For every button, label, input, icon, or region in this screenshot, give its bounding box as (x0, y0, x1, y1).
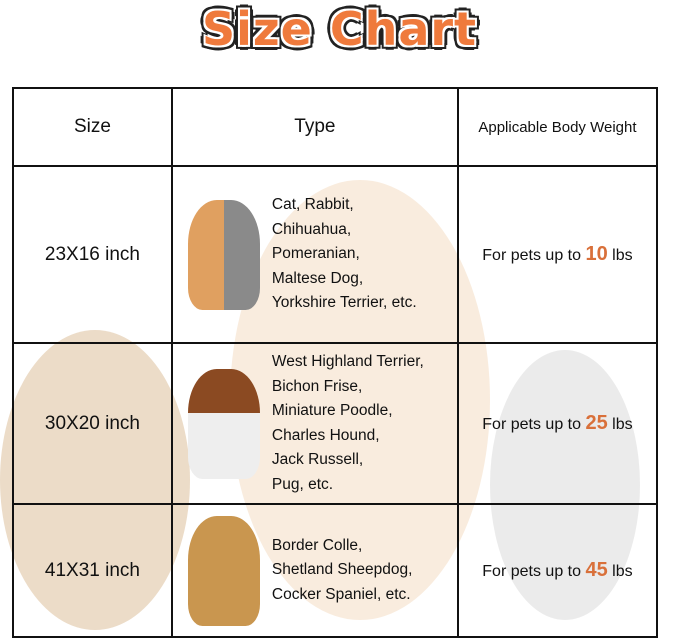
size-cell: 30X20 inch (12, 342, 173, 505)
weight-cell: For pets up to 25 lbs (456, 342, 659, 505)
size-table: Size Type Applicable Body Weight 23X16 i… (12, 87, 659, 638)
table-row: 30X20 inch West Highland Terrier, Bichon… (12, 342, 659, 505)
header-size: Size (12, 87, 173, 167)
type-item: Jack Russell, (271, 451, 364, 468)
type-item: West Highland Terrier, (271, 353, 424, 370)
page-title: Size Chart (201, 2, 478, 56)
type-item: Chihuahua, (271, 220, 352, 238)
type-item: Pomeranian, (271, 245, 360, 263)
weight-cell: For pets up to 10 lbs (456, 165, 659, 344)
table-row: 23X16 inch Cat, Rabbit, Chihuahua, Pomer… (12, 165, 659, 344)
cavalier-spaniel-image (187, 368, 260, 479)
type-item: Miniature Poodle, (271, 402, 393, 419)
type-item: Maltese Dog, (271, 269, 364, 287)
weight-value: 25 (585, 412, 608, 434)
cocker-spaniel-image (187, 515, 260, 626)
weight-prefix: For pets up to (482, 247, 581, 264)
type-item: Bichon Frise, (271, 377, 363, 395)
header-type: Type (170, 87, 459, 167)
type-item: Border Colle, (271, 536, 363, 554)
table-row: 41X31 inch Border Colle, Shetland Sheepd… (12, 503, 659, 638)
weight-unit: lbs (612, 416, 633, 433)
header-row: Size Type Applicable Body Weight (12, 87, 659, 167)
weight-unit: lbs (612, 247, 633, 264)
size-cell: 41X31 inch (12, 503, 173, 638)
type-list: West Highland Terrier, Bichon Frise, Min… (272, 350, 424, 497)
type-list: Cat, Rabbit, Chihuahua, Pomeranian, Malt… (272, 193, 417, 316)
type-item: Shetland Sheepdog, (271, 561, 413, 579)
type-item: Yorkshire Terrier, etc. (271, 294, 417, 312)
pomeranian-and-cat-image (187, 199, 260, 310)
weight-prefix: For pets up to (482, 563, 581, 580)
weight-prefix: For pets up to (482, 416, 581, 433)
type-item: Pug, etc. (271, 475, 334, 493)
header-weight: Applicable Body Weight (456, 87, 659, 167)
weight-value: 45 (585, 559, 608, 581)
weight-cell: For pets up to 45 lbs (456, 503, 659, 638)
type-item: Cocker Spaniel, etc. (271, 585, 411, 603)
size-cell: 23X16 inch (12, 165, 173, 344)
weight-unit: lbs (612, 563, 633, 580)
type-item: Cat, Rabbit, (271, 196, 354, 214)
weight-value: 10 (585, 243, 608, 265)
type-item: Charles Hound, (271, 426, 380, 444)
type-list: Border Colle, Shetland Sheepdog, Cocker … (272, 534, 412, 608)
